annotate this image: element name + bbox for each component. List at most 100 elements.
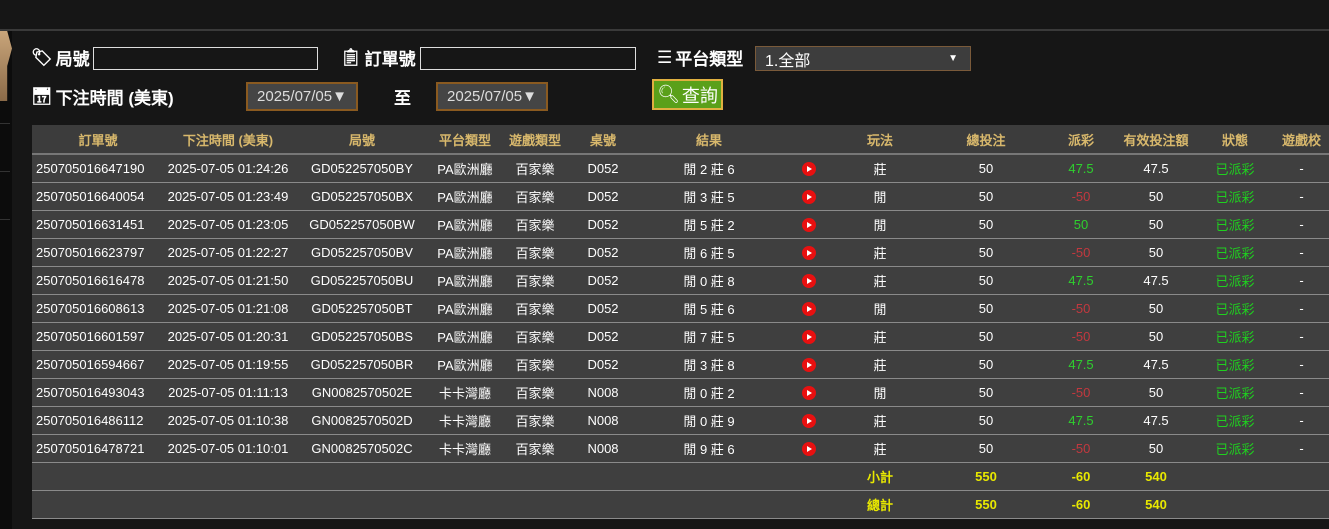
payout-cell: -50 [1046,322,1116,351]
bet-type-cell: 閒 [834,210,926,239]
platform-cell: PA歐洲廳 [432,154,498,183]
round-label: 🏷︎ 局號 [31,47,90,70]
payout-cell: -50 [1046,378,1116,407]
game-type-cell: 百家樂 [498,154,572,183]
total-bet-cell: 50 [926,154,1046,183]
round-no-cell: GD052257050BX [292,182,432,211]
play-video-icon[interactable] [802,442,816,457]
bet-time-cell: 2025-07-05 01:21:08 [164,294,292,323]
table-no-cell: N008 [572,434,634,463]
valid-bet-cell: 47.5 [1116,266,1196,295]
order-no-cell: 250705016493043 [32,378,164,407]
bet-type-cell: 莊 [834,154,926,183]
sidebar-tab[interactable] [0,31,12,101]
table-no-cell: D052 [572,182,634,211]
header-platform: 平台類型 [432,125,498,155]
replay-cell [784,406,834,435]
game-check-cell: - [1274,322,1329,351]
status-cell: 已派彩 [1196,350,1274,379]
result-cell: 閒 5 莊 2 [634,210,784,239]
header-game-check: 遊戲校 [1274,125,1329,155]
play-video-icon[interactable] [802,386,816,401]
order-no-cell: 250705016478721 [32,434,164,463]
total-bet-cell: 50 [926,294,1046,323]
valid-bet-cell: 50 [1116,294,1196,323]
game-type-cell: 百家樂 [498,406,572,435]
game-check-cell: - [1274,266,1329,295]
order-input[interactable] [420,47,636,70]
grand-total-row-payout: -60 [1046,490,1116,519]
table-no-cell: D052 [572,154,634,183]
payout-cell: 47.5 [1046,154,1116,183]
game-type-cell: 百家樂 [498,210,572,239]
date-from-picker[interactable]: 2025/07/05▼ [246,82,358,111]
bet-type-cell: 莊 [834,238,926,267]
valid-bet-cell: 47.5 [1116,154,1196,183]
total-bet-cell: 50 [926,182,1046,211]
bet-time-cell: 2025-07-05 01:21:50 [164,266,292,295]
grand-total-row-label: 總計 [834,490,926,519]
grand-total-row: 總計 550 -60 540 [32,490,1329,519]
play-video-icon[interactable] [802,358,816,373]
payout-cell: -50 [1046,182,1116,211]
valid-bet-cell: 50 [1116,322,1196,351]
table-no-cell: N008 [572,378,634,407]
bet-time-cell: 2025-07-05 01:23:05 [164,210,292,239]
platform-cell: 卡卡灣廳 [432,434,498,463]
play-video-icon[interactable] [802,330,816,345]
platform-select[interactable]: 1.全部 ▼ [755,46,971,71]
play-video-icon[interactable] [802,274,816,289]
total-bet-cell: 50 [926,406,1046,435]
subtotal-row-valid-bet: 540 [1116,462,1196,491]
date-to-picker[interactable]: 2025/07/05▼ [436,82,548,111]
search-button[interactable]: 🔍︎ 查詢 [652,79,723,110]
game-check-cell: - [1274,406,1329,435]
empty-cell [1196,462,1329,491]
total-bet-cell: 50 [926,322,1046,351]
status-cell: 已派彩 [1196,378,1274,407]
payout-cell: -50 [1046,294,1116,323]
play-video-icon[interactable] [802,246,816,261]
table-row: 250705016647190 2025-07-05 01:24:26 GD0522… [32,154,1329,183]
game-type-cell: 百家樂 [498,238,572,267]
header-status: 狀態 [1196,125,1274,155]
replay-cell [784,266,834,295]
total-bet-cell: 50 [926,266,1046,295]
to-label: 至 [394,89,411,108]
bet-time-cell: 2025-07-05 01:23:49 [164,182,292,211]
game-check-cell: - [1274,238,1329,267]
total-bet-cell: 50 [926,434,1046,463]
bet-time-cell: 2025-07-05 01:10:38 [164,406,292,435]
play-video-icon[interactable] [802,162,816,177]
round-input[interactable] [93,47,318,70]
play-video-icon[interactable] [802,302,816,317]
bet-type-cell: 莊 [834,350,926,379]
result-cell: 閒 2 莊 6 [634,154,784,183]
table-row: 250705016594667 2025-07-05 01:19:55 GD0522… [32,350,1329,379]
round-no-cell: GD052257050BV [292,238,432,267]
left-sidebar [0,31,12,529]
table-row: 250705016616478 2025-07-05 01:21:50 GD0522… [32,266,1329,295]
tag-icon: 🏷︎ [31,47,53,67]
game-type-cell: 百家樂 [498,350,572,379]
result-cell: 閒 6 莊 5 [634,238,784,267]
play-video-icon[interactable] [802,414,816,429]
table-no-cell: D052 [572,350,634,379]
table-no-cell: D052 [572,210,634,239]
table-row: 250705016493043 2025-07-05 01:11:13 GN0082… [32,378,1329,407]
payout-cell: -50 [1046,238,1116,267]
platform-cell: PA歐洲廳 [432,322,498,351]
payout-cell: 47.5 [1046,350,1116,379]
play-video-icon[interactable] [802,190,816,205]
subtotal-row-label: 小計 [834,462,926,491]
replay-cell [784,154,834,183]
play-video-icon[interactable] [802,218,816,233]
empty-cell [32,462,834,491]
table-row: 250705016608613 2025-07-05 01:21:08 GD0522… [32,294,1329,323]
bet-records-table: 訂單號 下注時間 (美東) 局號 平台類型 遊戲類型 桌號 結果 玩法 總投注 派彩 有效投注額 狀態… [32,125,1329,519]
game-check-cell: - [1274,182,1329,211]
status-cell: 已派彩 [1196,182,1274,211]
header-bet-type: 玩法 [834,125,926,155]
game-check-cell: - [1274,210,1329,239]
round-no-cell: GN0082570502E [292,378,432,407]
